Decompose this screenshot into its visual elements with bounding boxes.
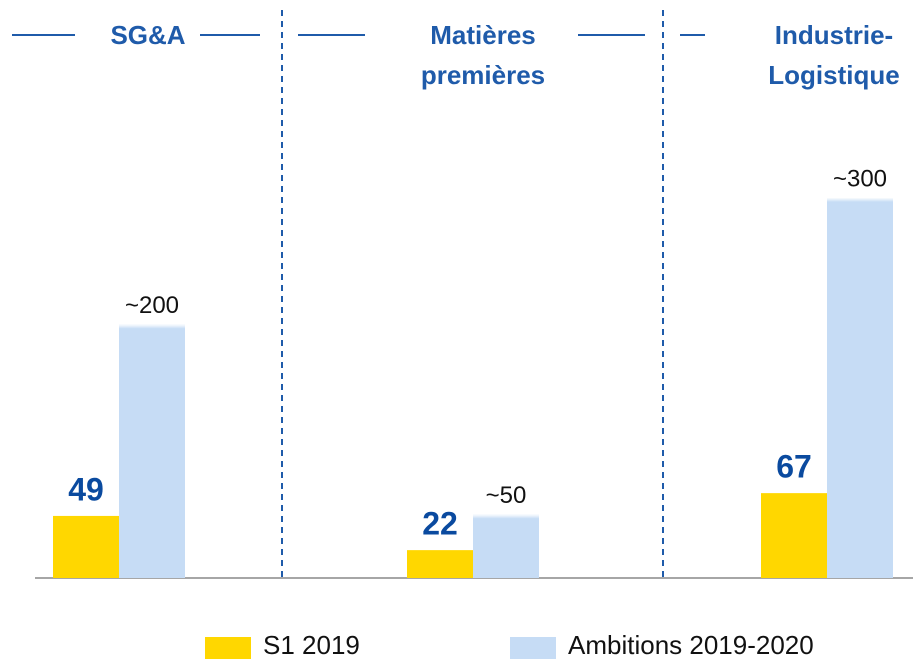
category-label: Matières premières bbox=[420, 20, 546, 90]
legend-label: S1 2019 bbox=[263, 630, 360, 660]
bar bbox=[407, 550, 473, 578]
bar-fade bbox=[119, 324, 185, 365]
value-label: ~200 bbox=[125, 292, 179, 319]
bar bbox=[761, 493, 827, 578]
legend-label: Ambitions 2019-2020 bbox=[568, 630, 814, 660]
bar-fade bbox=[827, 198, 893, 238]
bar bbox=[53, 515, 119, 578]
bar-fade bbox=[473, 514, 539, 555]
legend-swatch bbox=[510, 637, 556, 659]
bar bbox=[119, 324, 185, 578]
legend-swatch bbox=[205, 637, 251, 659]
value-label: ~50 bbox=[486, 482, 527, 509]
value-label: ~300 bbox=[833, 165, 887, 192]
category-label: Industrie-Logistique bbox=[768, 20, 900, 90]
category-label: SG&A bbox=[110, 20, 186, 50]
bar bbox=[827, 198, 893, 578]
value-label: 67 bbox=[776, 449, 812, 485]
separators bbox=[281, 10, 664, 578]
value-label: 22 bbox=[422, 506, 458, 542]
value-label: 49 bbox=[68, 471, 104, 507]
